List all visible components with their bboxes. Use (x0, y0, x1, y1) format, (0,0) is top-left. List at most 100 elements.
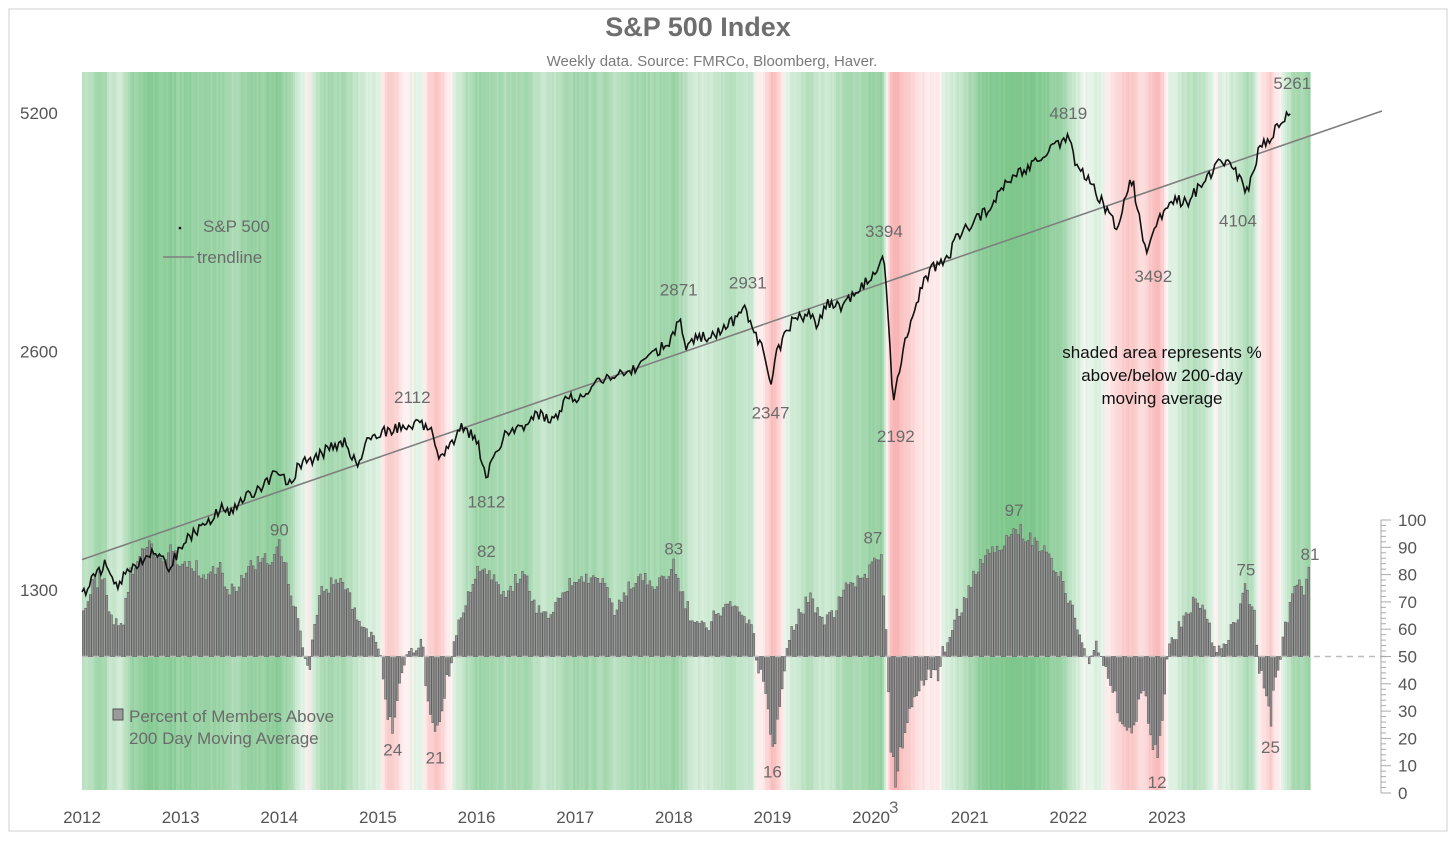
breadth-bar (765, 657, 767, 694)
breadth-bar (1176, 640, 1178, 657)
breadth-bar (661, 576, 663, 657)
breadth-bar (498, 585, 500, 657)
breadth-bar (1263, 657, 1265, 689)
breadth-bar (278, 540, 280, 657)
breadth-bar (1180, 627, 1182, 656)
price-annotation: 4104 (1219, 211, 1257, 230)
breadth-bar (382, 657, 384, 680)
breadth-bar (1110, 657, 1112, 686)
breadth-bar (1284, 622, 1286, 656)
breadth-bar (1001, 550, 1003, 657)
breadth-bar (429, 657, 431, 715)
breadth-bar (1027, 541, 1029, 657)
breadth-bar (179, 566, 181, 656)
breadth-bar (999, 551, 1001, 657)
breadth-bar (814, 613, 816, 657)
breadth-bar (344, 590, 346, 657)
breadth-bar (1036, 541, 1038, 656)
breadth-bar (1022, 539, 1024, 656)
shading-note-line-3: moving average (1102, 389, 1223, 408)
breadth-bar (590, 578, 592, 657)
breadth-bar (850, 582, 852, 656)
breadth-bar (1261, 657, 1263, 671)
breadth-bar (635, 583, 637, 656)
breadth-bar (354, 608, 356, 657)
breadth-bar (1237, 620, 1239, 657)
breadth-bar (807, 602, 809, 656)
breadth-bar (637, 577, 639, 657)
breadth-bar (196, 561, 198, 657)
breadth-bar (621, 602, 623, 656)
breadth-bar (966, 599, 968, 657)
breadth-annotation: 81 (1301, 545, 1320, 564)
breadth-bar (257, 556, 259, 656)
breadth-bar (855, 587, 857, 657)
breadth-bar (127, 592, 129, 656)
breadth-annotation: 25 (1261, 738, 1280, 757)
breadth-bar (710, 622, 712, 657)
breadth-bar (791, 626, 793, 656)
breadth-bar (581, 577, 583, 657)
breadth-bar (356, 620, 358, 657)
breadth-bar (1306, 579, 1308, 656)
breadth-bar (370, 632, 372, 656)
breadth-bar (108, 612, 110, 657)
breadth-bar (432, 657, 434, 723)
breadth-bar (1121, 657, 1123, 724)
breadth-bar (396, 657, 398, 701)
breadth-bar (1188, 614, 1190, 656)
breadth-bar (427, 657, 429, 701)
breadth-bar (1117, 657, 1119, 713)
breadth-bar (970, 587, 972, 656)
breadth-bar (982, 564, 984, 657)
breadth-bar (857, 576, 859, 657)
breadth-bar (375, 642, 377, 656)
breadth-bar (980, 559, 982, 656)
breadth-bar (786, 648, 788, 656)
legend-breadth-marker (113, 709, 123, 720)
breadth-bar (1124, 657, 1126, 727)
breadth-bar (1147, 657, 1149, 724)
price-annotation: 1812 (467, 493, 505, 512)
breadth-bar (862, 578, 864, 657)
breadth-bar (557, 598, 559, 657)
breadth-bar (951, 630, 953, 656)
breadth-bar (401, 657, 403, 673)
breadth-bar (1202, 605, 1204, 656)
breadth-bar (864, 574, 866, 656)
breadth-bar (651, 587, 653, 657)
breadth-bar (715, 614, 717, 656)
breadth-bar (191, 569, 193, 657)
breadth-bar (203, 575, 205, 657)
legend-sp500-label: S&P 500 (203, 217, 270, 236)
breadth-bar (1294, 586, 1296, 656)
breadth-bar (519, 579, 521, 656)
breadth-bar (1159, 657, 1161, 736)
breadth-bar (359, 621, 361, 656)
breadth-bar (363, 627, 365, 656)
breadth-bar (507, 591, 509, 657)
breadth-bar (795, 624, 797, 656)
breadth-bar (184, 562, 186, 657)
breadth-bar (1140, 657, 1142, 694)
breadth-bar (255, 570, 257, 657)
breadth-bar (224, 587, 226, 657)
breadth-bar (1088, 657, 1090, 664)
breadth-annotation: 82 (477, 542, 496, 561)
breadth-bar (897, 657, 899, 772)
breadth-bar (644, 573, 646, 656)
breadth-bar (602, 578, 604, 656)
breadth-bar (342, 582, 344, 656)
breadth-bar (446, 657, 448, 675)
breadth-bar (1138, 657, 1140, 700)
breadth-bar (1209, 623, 1211, 657)
breadth-bar (1287, 623, 1289, 657)
breadth-bar (599, 583, 601, 656)
breadth-bar (906, 657, 908, 723)
breadth-bar (467, 592, 469, 657)
breadth-bar (668, 577, 670, 657)
breadth-bar (222, 573, 224, 656)
breadth-bar (1074, 618, 1076, 656)
breadth-bar (283, 562, 285, 656)
breadth-bar (1154, 657, 1156, 745)
